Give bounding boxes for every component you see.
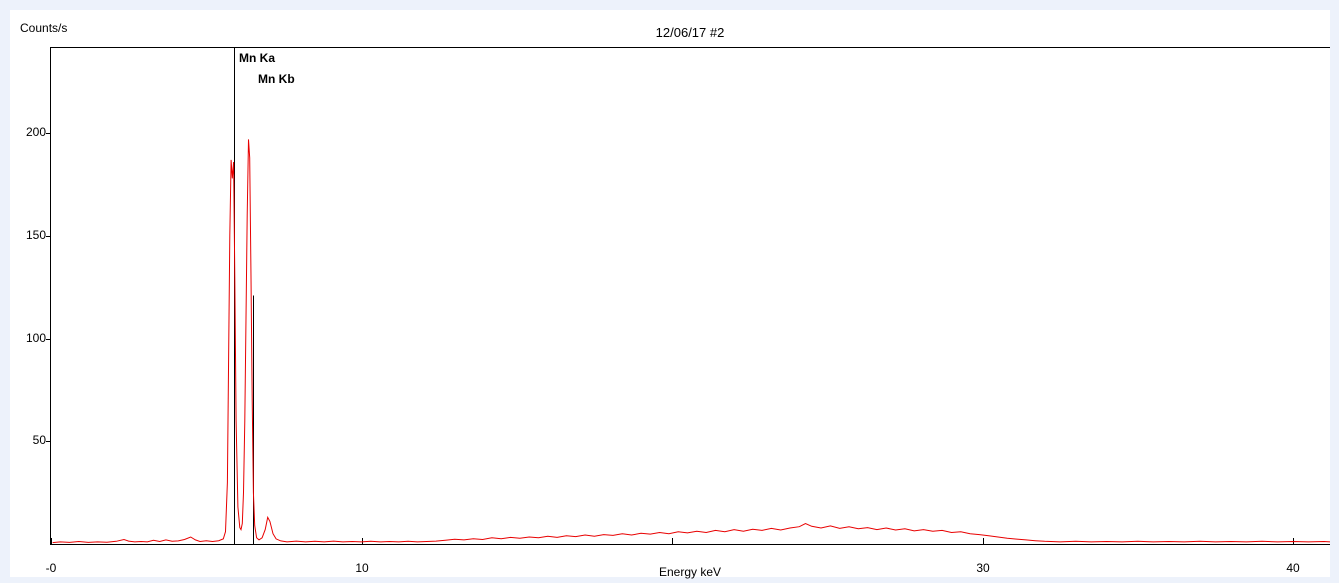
x-tick-label: 40 <box>1286 561 1300 575</box>
x-tick-label: 30 <box>976 561 990 575</box>
spectrum-trace <box>52 139 1330 544</box>
y-tick-label: 150 <box>25 228 46 242</box>
element-marker-label: Mn Kb <box>258 72 295 86</box>
x-axis-title: Energy keV <box>658 565 722 579</box>
y-axis-title: Counts/s <box>20 21 68 35</box>
spectrum-plot-area[interactable] <box>10 10 1330 577</box>
x-tick-label: 10 <box>355 561 369 575</box>
x-tick-label: -0 <box>45 561 57 575</box>
y-tick-label: 200 <box>25 125 46 139</box>
spectrum-panel: Counts/s 12/06/17 #2 Energy keV 50 100 150… <box>10 10 1330 579</box>
y-tick-label: 100 <box>25 331 46 345</box>
chart-title: 12/06/17 #2 <box>655 25 725 40</box>
element-marker-label: Mn Ka <box>239 51 275 65</box>
y-tick-label: 50 <box>32 433 46 447</box>
